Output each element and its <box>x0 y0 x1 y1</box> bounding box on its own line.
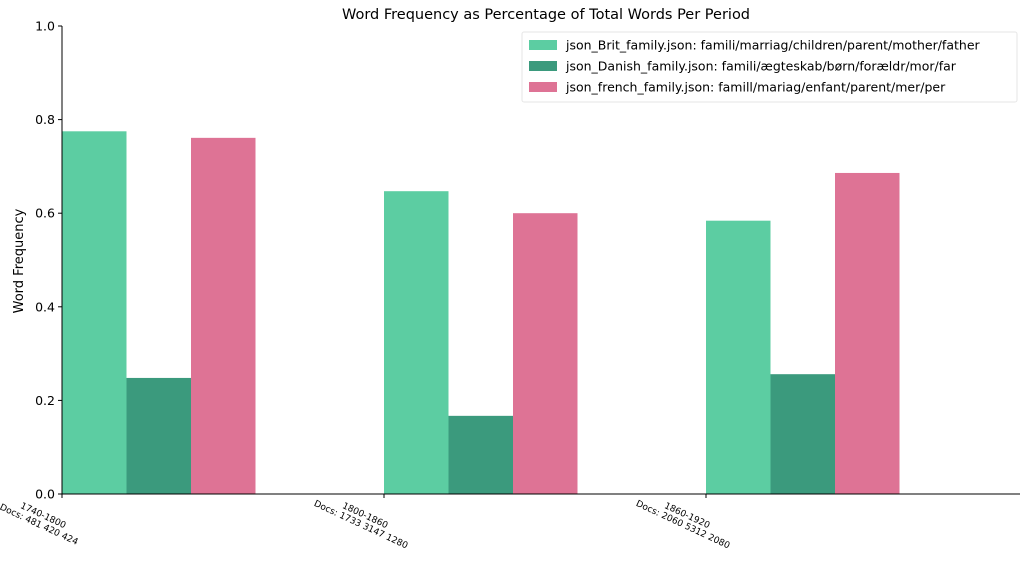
bar-series-3-category-2 <box>513 213 578 494</box>
bar-series-2-category-1 <box>126 377 191 494</box>
bar-series-1-category-3 <box>706 220 771 495</box>
y-tick-label-2: 0.2 <box>35 393 55 408</box>
x-tick-docs-2: Docs: 1733 3147 1280 <box>312 499 409 551</box>
legend: json_Brit_family.json: famili/marriag/ch… <box>521 31 1018 103</box>
bar-series-1-category-1 <box>62 131 127 495</box>
legend-label-3: json_french_family.json: famill/mariag/e… <box>565 80 946 95</box>
legend-label-2: json_Danish_family.json: famili/ægteskab… <box>565 59 957 74</box>
bars-layer <box>62 131 900 495</box>
legend-label-1: json_Brit_family.json: famili/marriag/ch… <box>565 38 981 53</box>
bar-series-2-category-3 <box>770 374 835 494</box>
x-tick-docs-3: Docs: 2060 5312 2080 <box>634 499 731 551</box>
chart-title: Word Frequency as Percentage of Total Wo… <box>342 7 750 23</box>
legend-swatch-1 <box>529 40 557 50</box>
y-tick-label-6: 1.0 <box>35 19 55 34</box>
legend-swatch-2 <box>529 61 557 71</box>
bar-series-1-category-2 <box>384 191 449 495</box>
y-axis-label: Word Frequency <box>12 208 27 313</box>
y-tick-label-1: 0.0 <box>35 487 55 502</box>
bar-series-3-category-1 <box>191 137 256 495</box>
legend-box <box>521 31 1018 103</box>
y-tick-label-5: 0.8 <box>35 112 55 127</box>
bar-series-2-category-2 <box>448 415 513 494</box>
bar-series-3-category-3 <box>835 172 900 494</box>
y-tick-label-4: 0.6 <box>35 206 55 221</box>
legend-swatch-3 <box>529 82 557 92</box>
y-tick-label-3: 0.4 <box>35 299 55 314</box>
